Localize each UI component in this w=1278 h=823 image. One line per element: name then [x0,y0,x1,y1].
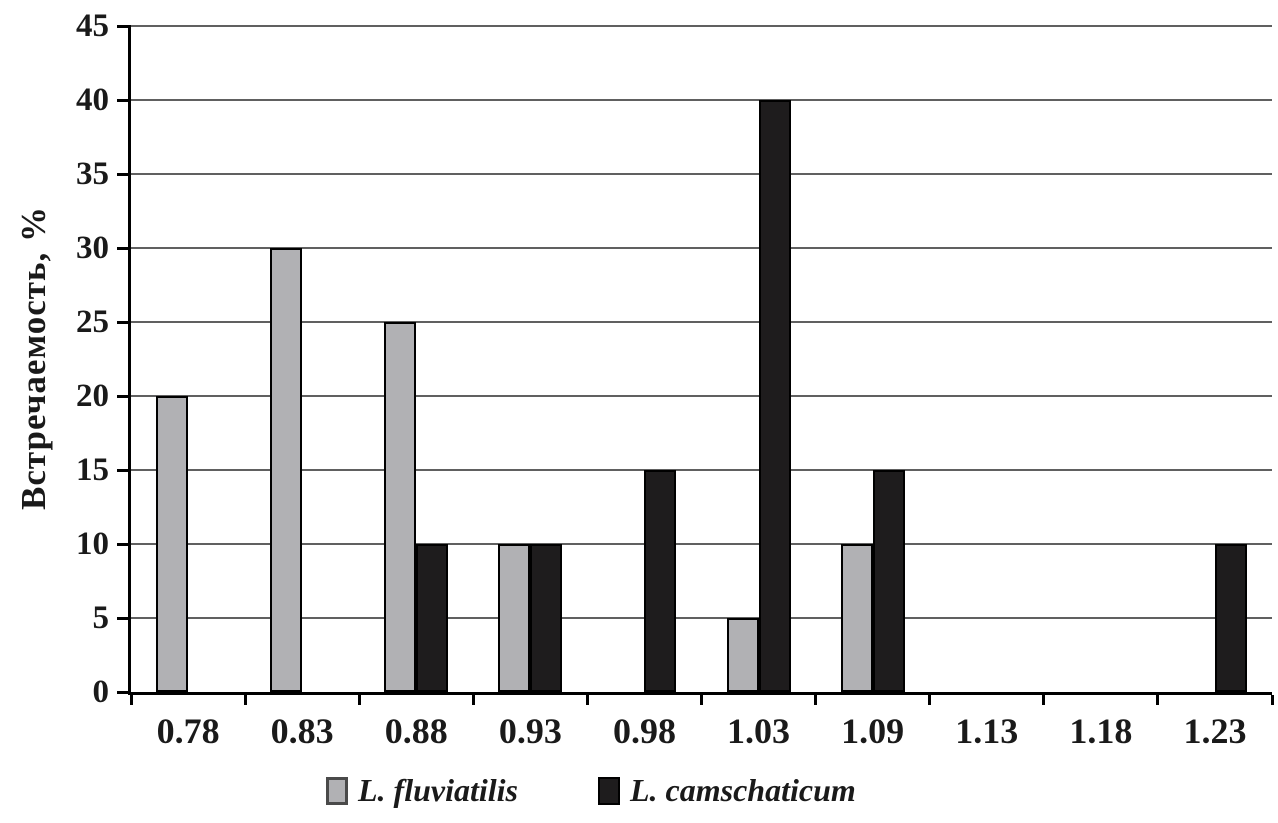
y-axis-line [128,25,131,693]
y-tick-label: 25 [76,304,109,340]
x-axis-tick [1156,695,1160,705]
gridline [131,25,1272,27]
bar-camschaticum [530,544,563,692]
bar-fluviatilis [840,544,873,692]
y-axis-tick [117,616,131,620]
x-tick-label: 0.83 [270,711,334,751]
legend-item-fluviatilis: L. fluviatilis [326,772,518,809]
x-tick-label: 0.88 [384,711,448,751]
legend-label-fluviatilis: L. fluviatilis [358,772,518,808]
gridline [131,617,1272,619]
x-tick-label: 1.23 [1183,711,1247,751]
legend-item-camschaticum: L. camschaticum [598,772,856,809]
bar-camschaticum [416,544,449,692]
gridline [131,469,1272,471]
y-tick-label: 0 [92,674,110,710]
x-axis-tick [585,695,589,705]
y-tick-label: 10 [76,526,109,562]
y-axis-tick [117,320,131,324]
legend-swatch-fluviatilis [326,776,348,805]
y-axis-tick [117,246,131,250]
x-axis-tick [129,695,133,705]
legend: L. fluviatilis L. camschaticum [326,772,856,809]
x-axis-tick [928,695,932,705]
x-tick-label: 1.09 [841,711,905,751]
y-tick-label: 20 [76,378,109,414]
y-axis-tick [117,24,131,28]
gridline [131,395,1272,397]
y-tick-label: 30 [76,230,109,266]
y-axis-tick [117,98,131,102]
gridline [131,247,1272,249]
y-axis-tick [117,394,131,398]
x-axis-tick [243,695,247,705]
x-tick-label: 1.18 [1069,711,1133,751]
gridline [131,99,1272,101]
bar-fluviatilis [726,618,759,692]
y-axis-tick [117,468,131,472]
bar-fluviatilis [270,248,303,692]
x-tick-label: 1.03 [727,711,791,751]
x-tick-label: 1.13 [955,711,1019,751]
x-axis-tick [357,695,361,705]
bar-camschaticum [758,100,791,692]
bar-fluviatilis [384,322,417,692]
x-axis-tick [471,695,475,705]
bar-camschaticum [1214,544,1247,692]
y-tick-label: 35 [76,156,109,192]
y-tick-label: 40 [76,82,109,118]
y-axis-tick [117,690,131,694]
y-tick-label: 5 [92,600,110,636]
gridline [131,173,1272,175]
x-tick-label: 0.78 [156,711,220,751]
gridline [131,321,1272,323]
x-axis-tick [814,695,818,705]
x-axis-tick [700,695,703,705]
bar-fluviatilis [156,396,189,692]
bar-fluviatilis [498,544,531,692]
y-axis-tick [117,542,131,546]
y-tick-label: 45 [76,8,109,44]
bar-camschaticum [644,470,677,692]
x-axis-tick [1270,695,1274,705]
x-tick-label: 0.93 [498,711,562,751]
x-tick-label: 0.98 [612,711,676,751]
plot-area: 0 5 10 15 20 25 30 35 40 45 0.78 0.83 0.88 0.93 0.98 1.… [76,8,1274,751]
legend-label-camschaticum: L. camschaticum [630,772,856,808]
x-axis-tick [1042,695,1046,705]
gridline [131,543,1272,545]
bar-camschaticum [872,470,905,692]
y-tick-label: 15 [76,452,109,488]
x-axis-line [128,692,1272,695]
legend-swatch-camschaticum [598,776,620,805]
y-axis-tick [117,172,131,176]
